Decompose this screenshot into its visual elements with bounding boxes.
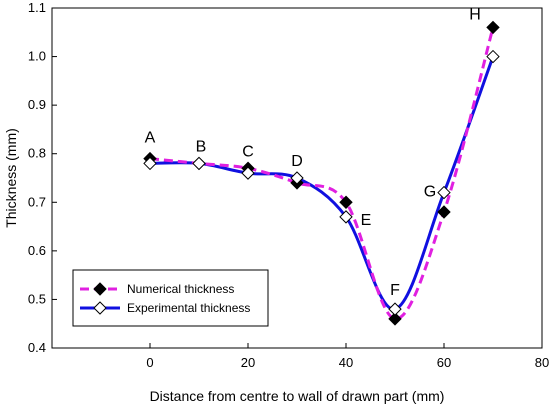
y-axis-label: Thickness (mm) (3, 128, 19, 228)
point-label-c: C (242, 143, 254, 160)
y-tick-label: 0.4 (28, 340, 46, 355)
legend-numerical-marker (93, 282, 107, 296)
y-tick-label: 0.7 (28, 194, 46, 209)
point-labels: A B C D E F G H (145, 6, 481, 299)
point-label-d: D (291, 153, 303, 170)
y-tick-label: 1.0 (28, 49, 46, 64)
point-label-a: A (145, 130, 156, 147)
legend-experimental-label: Experimental thickness (127, 301, 250, 315)
x-tick-label: 60 (437, 355, 451, 370)
point-label-e: E (361, 212, 372, 229)
series-layer (143, 20, 500, 326)
y-tick-label: 0.9 (28, 97, 46, 112)
experimental-point (143, 156, 157, 171)
experimental-point (290, 171, 304, 185)
legend-box (72, 269, 269, 327)
numerical-point (339, 195, 353, 209)
y-tick-label: 0.8 (28, 146, 46, 161)
x-axis-ticks: 0 20 40 60 80 (146, 343, 549, 370)
numerical-point (388, 312, 402, 326)
legend: Numerical thickness Experimental thickne… (72, 269, 269, 327)
x-axis-label: Distance from centre to wall of drawn pa… (150, 388, 445, 404)
point-label-b: B (196, 138, 207, 155)
numerical-point (437, 205, 451, 219)
point-label-f: F (390, 282, 400, 299)
experimental-point (192, 156, 206, 171)
y-tick-label: 1.1 (28, 0, 46, 15)
experimental-point (437, 185, 451, 200)
y-tick-label: 0.6 (28, 243, 46, 258)
numerical-point (486, 20, 500, 35)
experimental-point (241, 166, 255, 180)
legend-numerical-label: Numerical thickness (127, 282, 234, 296)
x-tick-label: 0 (146, 355, 153, 370)
y-tick-label: 0.5 (28, 291, 46, 306)
experimental-point (486, 49, 500, 64)
legend-experimental-marker (93, 301, 107, 315)
experimental-point (388, 302, 402, 316)
x-tick-label: 40 (339, 355, 353, 370)
experimental-point (339, 210, 353, 224)
point-label-g: G (424, 184, 436, 201)
point-label-h: H (469, 6, 481, 23)
plot-area-frame (51, 7, 543, 349)
numerical-thickness-line (149, 27, 495, 321)
x-tick-label: 80 (535, 355, 549, 370)
y-axis-ticks: 0.4 0.5 0.6 0.7 0.8 0.9 1.0 1.1 (28, 0, 57, 355)
x-tick-label: 20 (241, 355, 255, 370)
